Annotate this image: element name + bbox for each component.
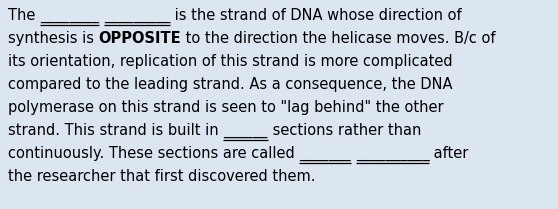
Text: strand. This strand is built in: strand. This strand is built in xyxy=(8,123,223,138)
Text: The: The xyxy=(8,8,40,23)
Text: is the strand of DNA whose direction of: is the strand of DNA whose direction of xyxy=(170,8,461,23)
Text: _________: _________ xyxy=(104,8,170,23)
Text: compared to the leading strand. As a consequence, the DNA: compared to the leading strand. As a con… xyxy=(8,77,453,92)
Text: after: after xyxy=(429,146,469,161)
Text: the researcher that first discovered them.: the researcher that first discovered the… xyxy=(8,169,315,184)
Text: synthesis is: synthesis is xyxy=(8,31,99,46)
Text: sections rather than: sections rather than xyxy=(267,123,421,138)
Text: _______: _______ xyxy=(300,146,351,161)
Text: polymerase on this strand is seen to "lag behind" the other: polymerase on this strand is seen to "la… xyxy=(8,100,444,115)
Text: __________: __________ xyxy=(355,146,429,161)
Text: its orientation, replication of this strand is more complicated: its orientation, replication of this str… xyxy=(8,54,453,69)
Text: ______: ______ xyxy=(223,123,267,138)
Text: OPPOSITE: OPPOSITE xyxy=(99,31,181,46)
Text: ________: ________ xyxy=(40,8,99,23)
Text: continuously. These sections are called: continuously. These sections are called xyxy=(8,146,300,161)
Text: to the direction the helicase moves. B/c of: to the direction the helicase moves. B/c… xyxy=(181,31,496,46)
